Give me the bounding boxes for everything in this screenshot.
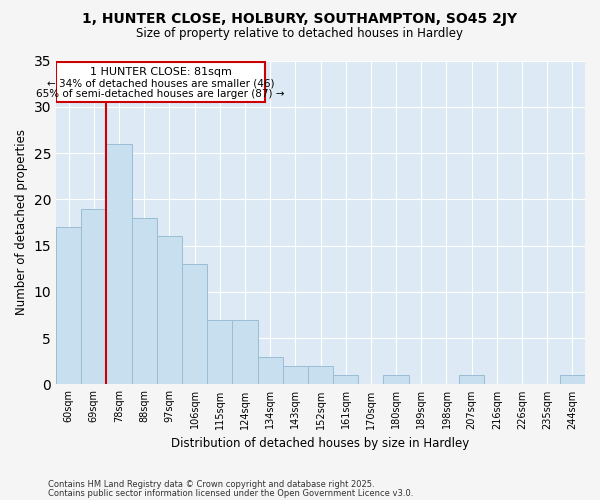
Bar xyxy=(182,264,207,384)
Bar xyxy=(131,218,157,384)
Bar xyxy=(560,375,585,384)
FancyBboxPatch shape xyxy=(56,62,265,102)
Bar xyxy=(308,366,333,384)
Text: 1, HUNTER CLOSE, HOLBURY, SOUTHAMPTON, SO45 2JY: 1, HUNTER CLOSE, HOLBURY, SOUTHAMPTON, S… xyxy=(82,12,518,26)
Bar xyxy=(56,227,81,384)
Text: 65% of semi-detached houses are larger (87) →: 65% of semi-detached houses are larger (… xyxy=(37,89,285,99)
Bar xyxy=(333,375,358,384)
Text: ← 34% of detached houses are smaller (46): ← 34% of detached houses are smaller (46… xyxy=(47,78,274,88)
Bar xyxy=(459,375,484,384)
X-axis label: Distribution of detached houses by size in Hardley: Distribution of detached houses by size … xyxy=(172,437,470,450)
Bar xyxy=(232,320,257,384)
Bar xyxy=(283,366,308,384)
Bar xyxy=(157,236,182,384)
Bar xyxy=(207,320,232,384)
Text: Size of property relative to detached houses in Hardley: Size of property relative to detached ho… xyxy=(137,28,464,40)
Bar xyxy=(257,356,283,384)
Bar xyxy=(106,144,131,384)
Text: Contains HM Land Registry data © Crown copyright and database right 2025.: Contains HM Land Registry data © Crown c… xyxy=(48,480,374,489)
Bar xyxy=(81,208,106,384)
Text: 1 HUNTER CLOSE: 81sqm: 1 HUNTER CLOSE: 81sqm xyxy=(89,67,232,77)
Y-axis label: Number of detached properties: Number of detached properties xyxy=(15,130,28,316)
Bar xyxy=(383,375,409,384)
Text: Contains public sector information licensed under the Open Government Licence v3: Contains public sector information licen… xyxy=(48,488,413,498)
